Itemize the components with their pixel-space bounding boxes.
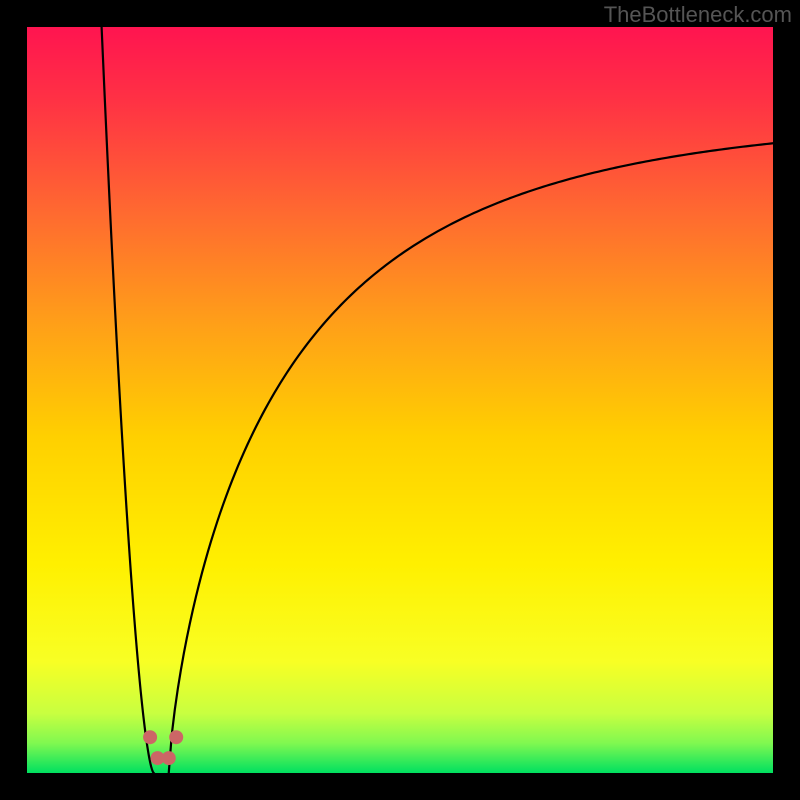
watermark-text: TheBottleneck.com — [604, 2, 792, 28]
chart-container: TheBottleneck.com — [0, 0, 800, 800]
bottleneck-chart — [0, 0, 800, 800]
data-marker — [143, 730, 157, 744]
data-marker — [169, 730, 183, 744]
data-marker — [162, 751, 176, 765]
